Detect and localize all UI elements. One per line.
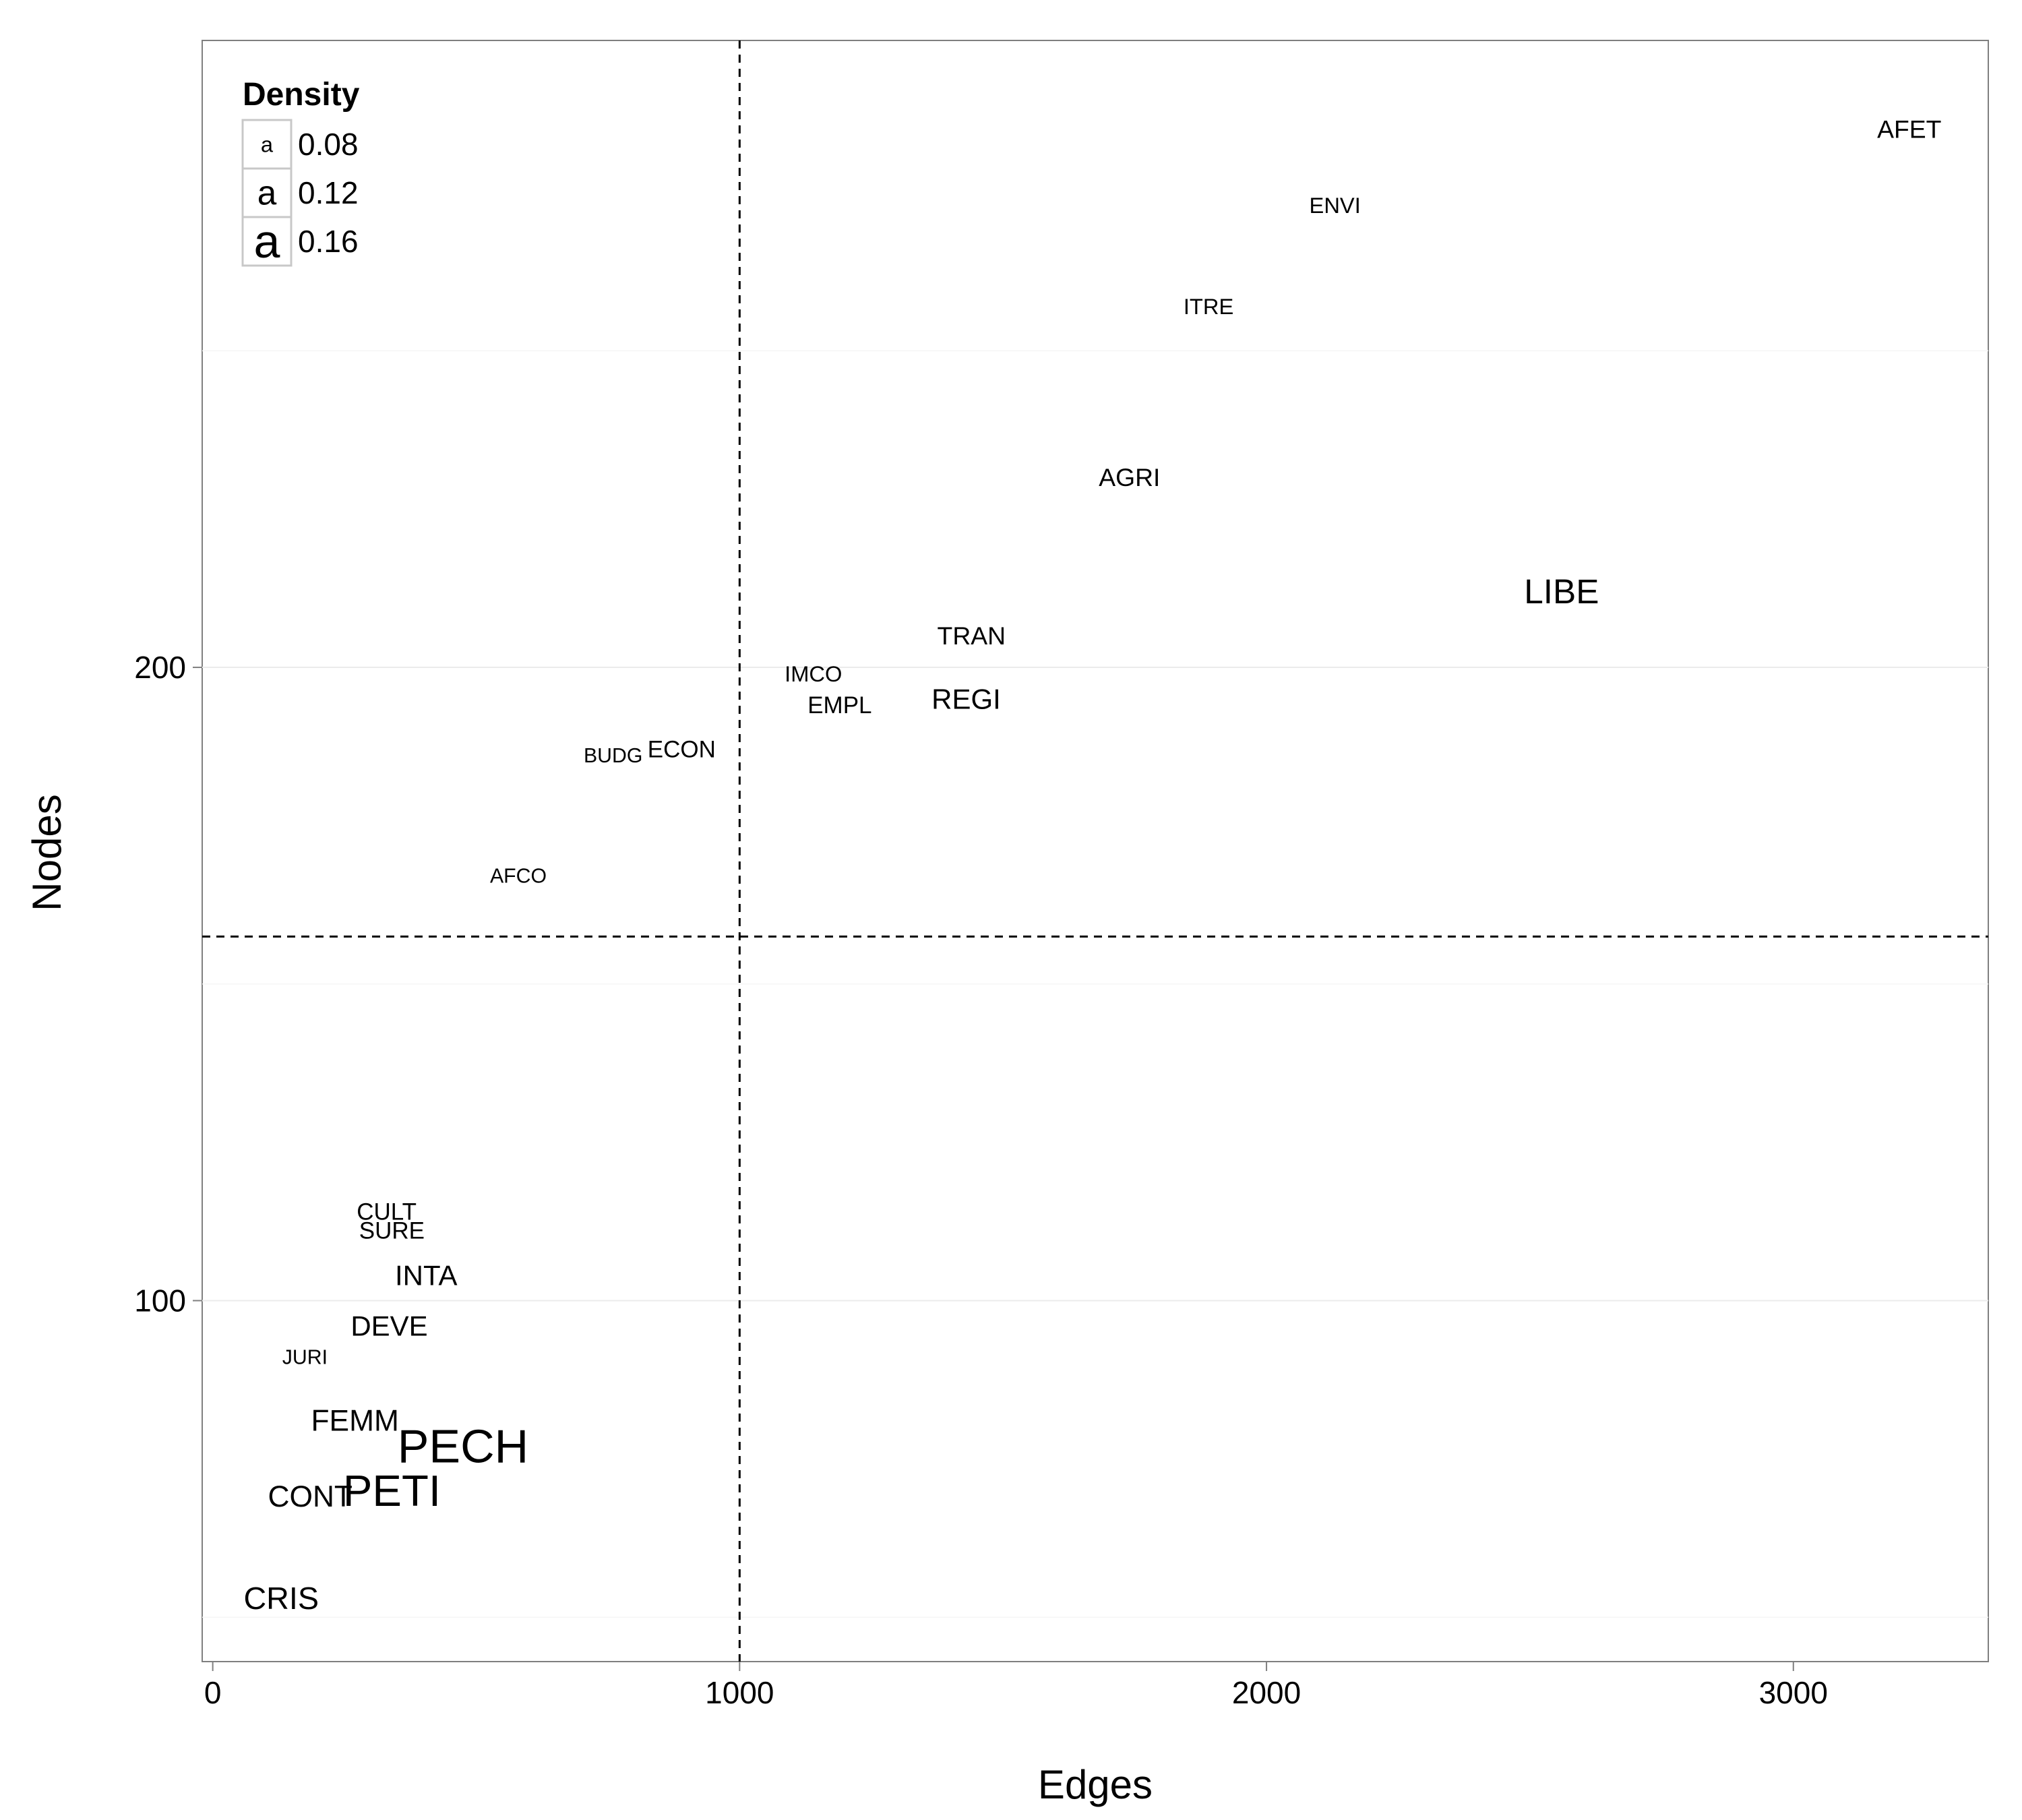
point-label-deve: DEVE bbox=[350, 1310, 427, 1342]
point-label-peti: PETI bbox=[343, 1466, 441, 1515]
data-labels: AFET ENVI ITRE AGRI LIBE TRAN REGI IMCO EMPL BUDG… bbox=[243, 115, 1941, 1616]
axes: 0 1000 2000 3000 100 200 bbox=[134, 650, 1828, 1710]
legend-key-glyph: a bbox=[254, 215, 280, 268]
point-label-regi: REGI bbox=[931, 684, 1001, 715]
grid-lines bbox=[202, 350, 1988, 1618]
legend-key-glyph: a bbox=[257, 174, 277, 212]
x-tick-label: 2000 bbox=[1232, 1675, 1301, 1710]
y-tick-label: 200 bbox=[134, 650, 186, 685]
point-label-sure: SURE bbox=[359, 1218, 425, 1244]
legend-entry-label: 0.16 bbox=[298, 224, 359, 259]
legend-keys: a 0.08 a 0.12 a 0.16 bbox=[241, 119, 359, 268]
point-label-budg: BUDG bbox=[584, 745, 643, 767]
x-tick-label: 1000 bbox=[705, 1675, 774, 1710]
point-label-cont: CONT bbox=[268, 1480, 353, 1513]
point-label-empl: EMPL bbox=[807, 692, 871, 719]
point-label-cris: CRIS bbox=[243, 1581, 319, 1616]
point-label-afco: AFCO bbox=[490, 866, 547, 888]
legend-entry-label: 0.12 bbox=[298, 175, 359, 210]
point-label-pech: PECH bbox=[398, 1420, 528, 1473]
plot-panel bbox=[202, 40, 1989, 1662]
point-label-itre: ITRE bbox=[1184, 294, 1233, 319]
point-label-agri: AGRI bbox=[1099, 463, 1160, 491]
point-label-inta: INTA bbox=[395, 1259, 458, 1291]
legend: Density a 0.08 a 0.12 a 0.16 bbox=[241, 77, 360, 268]
y-axis-title: Nodes bbox=[24, 794, 69, 911]
legend-key-box bbox=[241, 216, 293, 267]
y-tick-label: 100 bbox=[134, 1283, 186, 1318]
x-axis-title: Edges bbox=[1038, 1762, 1153, 1807]
point-label-envi: ENVI bbox=[1310, 193, 1361, 218]
point-label-imco: IMCO bbox=[785, 661, 842, 686]
point-label-econ: ECON bbox=[648, 737, 716, 763]
x-tick-label: 0 bbox=[204, 1675, 222, 1710]
point-label-juri: JURI bbox=[282, 1347, 328, 1369]
reference-lines bbox=[202, 40, 1988, 1662]
x-tick-label: 3000 bbox=[1759, 1675, 1828, 1710]
legend-key-glyph: a bbox=[261, 132, 274, 157]
point-label-cult: CULT bbox=[357, 1199, 417, 1225]
point-label-libe: LIBE bbox=[1524, 572, 1599, 611]
point-label-femm: FEMM bbox=[311, 1405, 398, 1438]
point-label-tran: TRAN bbox=[938, 621, 1006, 650]
legend-key-box bbox=[241, 167, 293, 218]
legend-title: Density bbox=[243, 77, 360, 113]
point-label-afet: AFET bbox=[1877, 115, 1941, 144]
legend-entry-label: 0.08 bbox=[298, 127, 359, 162]
